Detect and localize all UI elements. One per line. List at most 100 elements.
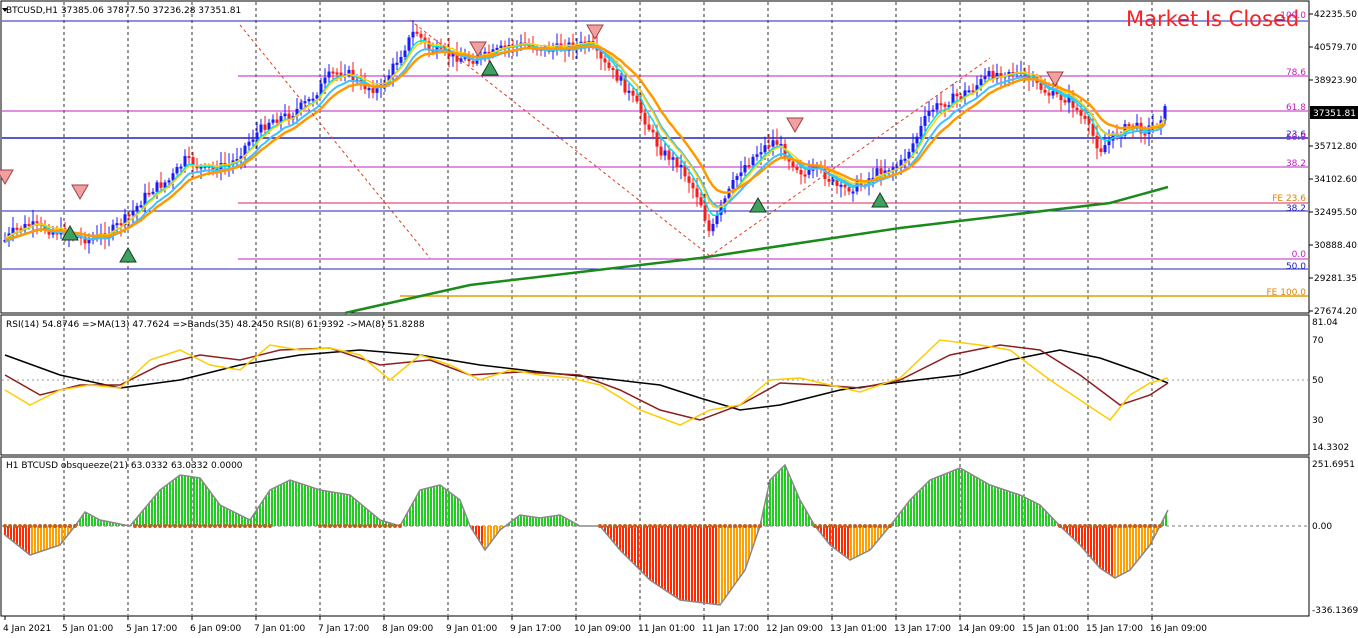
candle-body <box>987 71 991 77</box>
candle-body <box>191 157 195 167</box>
fib-label: 38.2 <box>1286 204 1306 214</box>
squeeze-dot <box>388 524 392 528</box>
price-axis-label: 40579.70 <box>1314 43 1357 53</box>
buy-arrow-icon <box>749 196 767 213</box>
fib-label: FE 23.6 <box>1272 194 1306 204</box>
candle-body <box>935 103 939 110</box>
squeeze-axis-label: 0.00 <box>1312 522 1332 532</box>
sell-arrow-icon <box>1046 71 1064 88</box>
candle-body <box>623 76 627 93</box>
squeeze-dot <box>833 524 837 528</box>
squeeze-dot <box>138 524 142 528</box>
buy-arrow-icon <box>119 246 137 263</box>
candle-body <box>315 95 319 99</box>
price-axis-label: 38923.90 <box>1314 76 1357 86</box>
candle-body <box>735 176 739 180</box>
candle-body <box>195 166 199 169</box>
x-axis-label: 11 Jan 01:00 <box>638 624 695 634</box>
candle-body <box>235 159 239 162</box>
candle-body <box>267 122 271 130</box>
candle-body <box>1047 92 1051 96</box>
sell-arrow-icon <box>786 117 804 134</box>
candle-body <box>475 60 479 64</box>
squeeze-dot <box>1078 524 1082 528</box>
squeeze-dot <box>628 524 632 528</box>
ma-blue <box>4 45 1166 243</box>
squeeze-dot <box>263 524 267 528</box>
x-axis-label: 15 Jan 01:00 <box>1022 624 1079 634</box>
squeeze-dot <box>648 524 652 528</box>
candle-body <box>1099 148 1103 153</box>
candle-body <box>787 158 791 162</box>
candle-body <box>391 63 395 76</box>
squeeze-dot <box>708 524 712 528</box>
candle-body <box>303 101 307 104</box>
x-axis-label: 7 Jan 17:00 <box>318 624 370 634</box>
candle-body <box>799 169 803 175</box>
rsi-label: RSI(14) 54.8746 =>MA(13) 47.7624 =>Bands… <box>6 320 425 330</box>
candle-body <box>339 72 343 76</box>
candle-body <box>367 88 371 91</box>
squeeze-dot <box>623 524 627 528</box>
rsi-axis-label: 81.04 <box>1312 318 1338 328</box>
candle-body <box>715 214 719 224</box>
price-panel-frame <box>0 0 1310 314</box>
squeeze-dot <box>678 524 682 528</box>
squeeze-dot <box>618 524 622 528</box>
x-axis-label: 6 Jan 09:00 <box>190 624 242 634</box>
candle-body <box>903 158 907 161</box>
squeeze-dot <box>368 524 372 528</box>
candle-body <box>19 228 23 231</box>
candle-body <box>319 83 323 96</box>
candle-body <box>239 156 243 160</box>
candle-body <box>1055 91 1059 95</box>
squeeze-dot <box>1158 524 1162 528</box>
x-axis-label: 15 Jan 17:00 <box>1086 624 1143 634</box>
squeeze-dot <box>183 524 187 528</box>
candle-body <box>171 173 175 181</box>
candle-body <box>743 165 747 173</box>
squeeze-dot <box>28 524 32 528</box>
fib-levels <box>2 20 1308 297</box>
candle-body <box>639 101 643 113</box>
candle-body <box>331 71 335 74</box>
candle-body <box>911 143 915 152</box>
squeeze-dot <box>1088 524 1092 528</box>
squeeze-dot <box>18 524 22 528</box>
candle-body <box>147 192 151 195</box>
candle-body <box>883 170 887 175</box>
squeeze-dot <box>828 524 832 528</box>
squeeze-dot <box>153 524 157 528</box>
rsi-band-line <box>4 349 1169 411</box>
candle-body <box>647 124 651 130</box>
price-axis-label: 30888.40 <box>1314 241 1357 251</box>
candle-body <box>719 204 723 215</box>
candle-body <box>467 56 471 62</box>
squeeze-dot <box>843 524 847 528</box>
candle-body <box>271 119 275 123</box>
candle-body <box>951 93 955 106</box>
candle-body <box>807 169 811 175</box>
candle-body <box>163 182 167 188</box>
candle-body <box>683 164 687 177</box>
squeeze-dot <box>683 524 687 528</box>
candle-body <box>875 168 879 178</box>
candle-body <box>1067 95 1071 103</box>
candle-body <box>607 62 611 68</box>
squeeze-dot <box>248 524 252 528</box>
candle-body <box>1059 94 1063 101</box>
collapse-triangle-icon[interactable] <box>2 8 8 12</box>
squeeze-dot <box>823 524 827 528</box>
x-axis-labels: 4 Jan 2021 5 Jan 01:00 5 Jan 17:00 6 Jan 09… <box>3 616 1207 634</box>
fib-label: 50.0 <box>1286 262 1306 272</box>
squeeze-dot <box>358 524 362 528</box>
squeeze-dot <box>758 524 762 528</box>
candle-body <box>927 111 931 116</box>
squeeze-dot <box>133 524 137 528</box>
squeeze-dot <box>73 524 77 528</box>
candle-body <box>411 31 415 38</box>
x-axis-label: 4 Jan 2021 <box>3 624 51 634</box>
squeeze-dot <box>43 524 47 528</box>
candle-body <box>503 45 507 48</box>
